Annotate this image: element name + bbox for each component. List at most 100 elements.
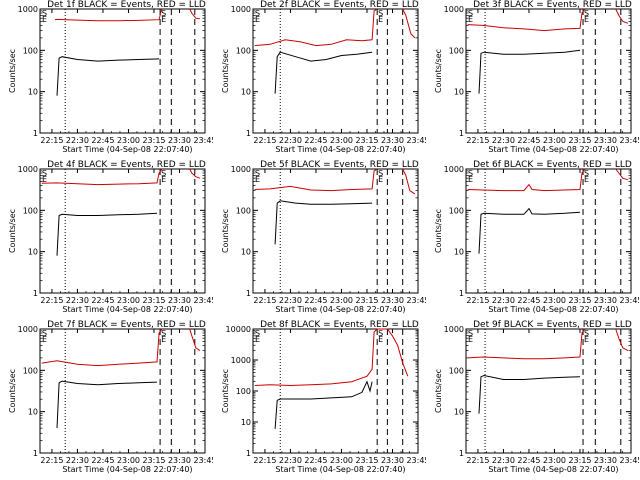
- y-tick-label: 1000: [231, 165, 251, 174]
- lld-series-line: [189, 168, 201, 179]
- end-marker: E: [42, 175, 47, 184]
- lld-series-line: [189, 8, 200, 20]
- events-series-line: [274, 51, 373, 94]
- y-axis-label: Counts/sec: [434, 209, 443, 253]
- y-tick-label: 1: [459, 289, 464, 298]
- chart-title: Det 2f BLACK = Events, RED = LLD: [260, 0, 419, 10]
- plot-frame: [39, 328, 206, 454]
- x-tick-label: 23:00: [117, 136, 140, 145]
- x-tick-label: 23:30: [168, 136, 191, 145]
- end-marker: E: [42, 335, 47, 344]
- end-marker: E: [255, 15, 260, 24]
- lld-series-line: [467, 8, 586, 32]
- end-marker: E: [161, 335, 166, 344]
- x-tick-label: 22:45: [517, 296, 540, 305]
- end-marker: E: [255, 175, 260, 184]
- x-tick-label: 22:30: [279, 136, 302, 145]
- start-marker: S: [42, 9, 47, 18]
- x-tick-label: 23:30: [594, 136, 617, 145]
- x-tick-label: 23:00: [330, 456, 353, 465]
- x-tick-label: 22:30: [492, 296, 515, 305]
- chart-title: Det 7f BLACK = Events, RED = LLD: [47, 320, 206, 330]
- start-marker: S: [255, 169, 260, 178]
- y-tick-label: 1: [246, 289, 251, 298]
- x-axis-label: Start Time (04-Sep-08 22:07:40): [488, 465, 618, 474]
- x-tick-label: 23:00: [330, 136, 353, 145]
- x-tick-label: 23:15: [142, 296, 165, 305]
- x-tick-label: 23:15: [568, 456, 591, 465]
- detector-chart: Det 9f BLACK = Events, RED = LLD 1 10 100 10…: [434, 320, 639, 474]
- lld-series-line: [467, 168, 586, 192]
- y-tick-label: 1000: [444, 165, 464, 174]
- lld-series-line: [402, 168, 416, 195]
- y-tick-label: 10: [28, 408, 38, 417]
- y-tick-label: 100: [236, 206, 251, 215]
- end-marker: E: [42, 15, 47, 24]
- y-tick-label: 1: [33, 129, 38, 138]
- x-tick-label: 22:15: [253, 136, 276, 145]
- x-tick-label: 23:15: [568, 136, 591, 145]
- y-tick-label: 1: [459, 129, 464, 138]
- lld-series-line: [41, 168, 163, 186]
- y-tick-label: 100: [23, 366, 38, 375]
- detector-panel: Det 9f BLACK = Events, RED = LLD 1 10 100 10…: [426, 320, 639, 480]
- x-tick-label: 23:15: [142, 456, 165, 465]
- start-marker: S: [161, 329, 166, 338]
- chart-title: Det 3f BLACK = Events, RED = LLD: [473, 0, 632, 10]
- y-tick-label: 10: [241, 248, 251, 257]
- detector-chart: Det 5f BLACK = Events, RED = LLD 1 10 100 10…: [221, 160, 426, 314]
- x-axis-label: Start Time (04-Sep-08 22:07:40): [275, 145, 405, 154]
- plot-frame: [39, 8, 206, 134]
- chart-title: Det 5f BLACK = Events, RED = LLD: [260, 160, 419, 170]
- lld-series-line: [254, 8, 378, 47]
- events-series-line: [56, 56, 160, 96]
- y-tick-label: 100: [236, 46, 251, 55]
- plot-frame: [252, 8, 419, 134]
- x-tick-label: 22:30: [66, 296, 89, 305]
- y-tick-label: 1000: [231, 5, 251, 14]
- plot-frame: [465, 8, 632, 134]
- x-tick-label: 22:45: [91, 456, 114, 465]
- start-marker: S: [378, 169, 383, 178]
- plot-frame: [465, 328, 632, 454]
- events-series-line: [56, 212, 158, 256]
- x-tick-label: 23:45: [619, 456, 639, 465]
- detector-panel: Det 2f BLACK = Events, RED = LLD 1 10 100 10…: [213, 0, 426, 160]
- y-tick-label: 1: [33, 289, 38, 298]
- x-tick-label: 23:45: [619, 136, 639, 145]
- y-tick-label: 1: [33, 449, 38, 458]
- x-tick-label: 22:30: [66, 136, 89, 145]
- y-tick-label: 10: [241, 88, 251, 97]
- detector-panel: Det 1f BLACK = Events, RED = LLD 1 10 100 10…: [0, 0, 213, 160]
- end-marker: E: [161, 175, 166, 184]
- y-tick-label: 1000: [444, 325, 464, 334]
- start-marker: S: [161, 169, 166, 178]
- x-tick-label: 22:45: [91, 136, 114, 145]
- end-marker: E: [378, 15, 383, 24]
- y-tick-label: 100: [23, 46, 38, 55]
- x-tick-label: 23:15: [355, 136, 378, 145]
- end-marker: E: [468, 335, 473, 344]
- y-tick-label: 10: [28, 88, 38, 97]
- chart-title: Det 1f BLACK = Events, RED = LLD: [47, 0, 206, 10]
- end-marker: E: [161, 15, 166, 24]
- x-tick-label: 22:45: [304, 296, 327, 305]
- x-tick-label: 22:45: [304, 136, 327, 145]
- x-tick-label: 22:15: [253, 456, 276, 465]
- start-marker: S: [468, 329, 473, 338]
- start-marker: S: [378, 9, 383, 18]
- y-tick-label: 1000: [231, 356, 251, 365]
- chart-title: Det 6f BLACK = Events, RED = LLD: [473, 160, 632, 170]
- x-tick-label: 22:30: [66, 456, 89, 465]
- x-tick-label: 22:15: [466, 296, 489, 305]
- x-tick-label: 22:30: [279, 456, 302, 465]
- x-tick-label: 23:15: [568, 296, 591, 305]
- chart-title: Det 9f BLACK = Events, RED = LLD: [473, 320, 632, 330]
- x-tick-label: 23:00: [543, 296, 566, 305]
- y-tick-label: 1000: [444, 5, 464, 14]
- x-tick-label: 23:30: [381, 296, 404, 305]
- x-tick-label: 22:45: [91, 296, 114, 305]
- x-tick-label: 23:30: [168, 456, 191, 465]
- lld-series-line: [189, 328, 201, 352]
- start-marker: S: [584, 9, 589, 18]
